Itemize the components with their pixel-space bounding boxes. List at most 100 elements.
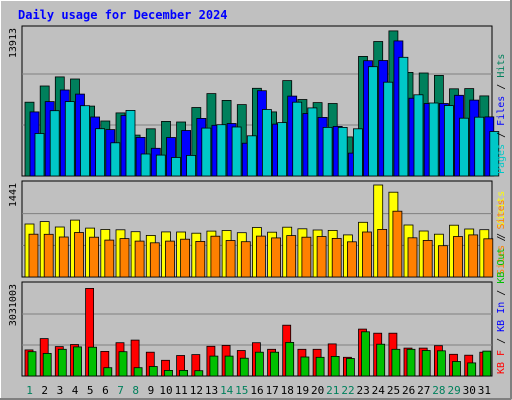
- bar-pages-day-6: [110, 142, 121, 177]
- bar-pages-day-26: [413, 94, 424, 177]
- bar-sites-day-31: [483, 238, 494, 278]
- legend-part: KB F: [496, 350, 507, 374]
- bar-kb-out-day-4: [73, 346, 82, 377]
- bar-kb-out-day-5: [88, 346, 97, 377]
- bar-sites-day-12: [195, 240, 206, 278]
- day-label-31: 31: [478, 384, 491, 397]
- day-label-4: 4: [72, 384, 79, 397]
- chart-panels: 13913 Pages / Files / Hits 1441 Sites / Vis…: [8, 25, 507, 377]
- legend-part: /: [496, 126, 507, 144]
- series-kb-out: [27, 331, 492, 377]
- day-label-8: 8: [132, 384, 139, 397]
- day-label-9: 9: [148, 384, 155, 397]
- bar-sites-day-19: [301, 236, 312, 278]
- bar-kb-out-day-26: [406, 348, 416, 377]
- legend-part: Files: [496, 96, 507, 126]
- bar-sites-day-7: [119, 238, 130, 278]
- bar-kb-out-day-17: [270, 351, 280, 377]
- bar-kb-out-day-28: [436, 350, 446, 377]
- bar-pages-day-8: [140, 153, 151, 177]
- day-label-22: 22: [341, 384, 354, 397]
- legend-part: Hits: [496, 54, 507, 78]
- bar-pages-day-19: [307, 107, 318, 177]
- day-label-28: 28: [432, 384, 445, 397]
- bar-pages-day-24: [383, 81, 394, 177]
- bar-sites-day-29: [453, 236, 463, 278]
- bar-pages-day-15: [246, 135, 257, 177]
- day-label-12: 12: [190, 384, 203, 397]
- bar-pages-day-23: [368, 66, 378, 177]
- legend-part: Sites: [496, 199, 507, 229]
- panel-side-legend: Sites / Visits: [496, 191, 507, 275]
- bar-sites-day-10: [165, 240, 175, 278]
- bar-files-day-10: [166, 137, 176, 177]
- series-files: [29, 40, 495, 177]
- day-label-23: 23: [356, 384, 369, 397]
- bar-pages-day-12: [201, 127, 212, 177]
- day-label-5: 5: [87, 384, 94, 397]
- bar-pages-day-18: [292, 101, 303, 177]
- panel-side-legend: KB F / KB In / KB Out / Sites: [496, 199, 507, 374]
- bar-sites-day-16: [255, 235, 266, 278]
- bar-kb-out-day-11: [179, 369, 189, 377]
- bar-sites-day-17: [271, 237, 282, 278]
- bar-pages-day-9: [155, 154, 166, 177]
- panel-hits-files-pages: 13913 Pages / Files / Hits: [8, 25, 507, 177]
- day-label-26: 26: [402, 384, 415, 397]
- bar-kb-out-day-14: [224, 355, 234, 377]
- bar-pages-day-4: [80, 105, 90, 177]
- day-label-24: 24: [372, 384, 386, 397]
- bar-sites-day-22: [346, 241, 357, 278]
- panel-kb-in-out: 3031003 KB F / KB In / KB Out / Sites: [8, 199, 507, 377]
- bar-sites-day-26: [407, 237, 418, 278]
- legend-part: Pages: [496, 144, 507, 174]
- bar-kb-out-day-8: [133, 367, 143, 377]
- bar-pages-day-25: [398, 56, 409, 177]
- bar-pages-day-14: [231, 126, 242, 177]
- legend-part: /: [496, 227, 507, 245]
- bar-pages-day-5: [95, 128, 105, 177]
- legend-part: Visits: [496, 191, 507, 227]
- legend-part: KB Out: [496, 248, 507, 284]
- day-label-19: 19: [296, 384, 309, 397]
- series-pages: [34, 56, 500, 177]
- bar-pages-day-28: [443, 105, 454, 177]
- legend-part: KB In: [496, 302, 507, 332]
- bar-kb-out-day-16: [254, 351, 264, 377]
- bar-kb-out-day-20: [315, 356, 325, 377]
- day-label-15: 15: [235, 384, 248, 397]
- bar-kb-out-day-23: [361, 331, 370, 377]
- bar-pages-day-20: [322, 127, 333, 177]
- bar-kb-out-day-2: [42, 352, 52, 377]
- bar-kb-out-day-19: [300, 356, 310, 377]
- bar-kb-out-day-12: [194, 370, 204, 377]
- bar-pages-day-10: [171, 157, 181, 177]
- bar-kb-out-day-3: [57, 348, 67, 377]
- chart-title: Daily usage for December 2024: [18, 8, 228, 22]
- legend-part: /: [496, 229, 507, 247]
- bar-sites-day-14: [225, 240, 236, 278]
- bar-sites-day-27: [422, 239, 433, 278]
- bar-sites-day-8: [134, 240, 145, 278]
- bar-kb-out-day-15: [239, 357, 249, 377]
- panel-visits-sites: 1441 Sites / Visits: [8, 180, 507, 278]
- bar-pages-day-29: [459, 117, 469, 177]
- legend-part: Sites: [496, 245, 507, 275]
- day-label-1: 1: [26, 384, 33, 397]
- bar-kb-out-day-10: [164, 369, 173, 377]
- panel-max-label: 13913: [8, 28, 19, 58]
- bar-pages-day-1: [34, 133, 45, 177]
- day-label-25: 25: [387, 384, 400, 397]
- bar-kb-out-day-31: [482, 350, 492, 377]
- bar-kb-out-day-30: [467, 362, 477, 377]
- bar-sites-day-23: [362, 231, 372, 278]
- bar-sites-day-15: [240, 241, 251, 278]
- panel-side-legend: Pages / Files / Hits: [496, 54, 507, 174]
- x-axis-day-labels: 1 2 3 4 5 6 7 8 9 10 11 12 13 14 15 16 17 18 19 20 21 22 23 24 2…: [26, 384, 491, 397]
- day-label-2: 2: [41, 384, 48, 397]
- day-label-13: 13: [205, 384, 218, 397]
- panel-max-label: 1441: [8, 183, 19, 207]
- legend-part: /: [496, 78, 507, 96]
- bar-files-day-11: [181, 130, 192, 177]
